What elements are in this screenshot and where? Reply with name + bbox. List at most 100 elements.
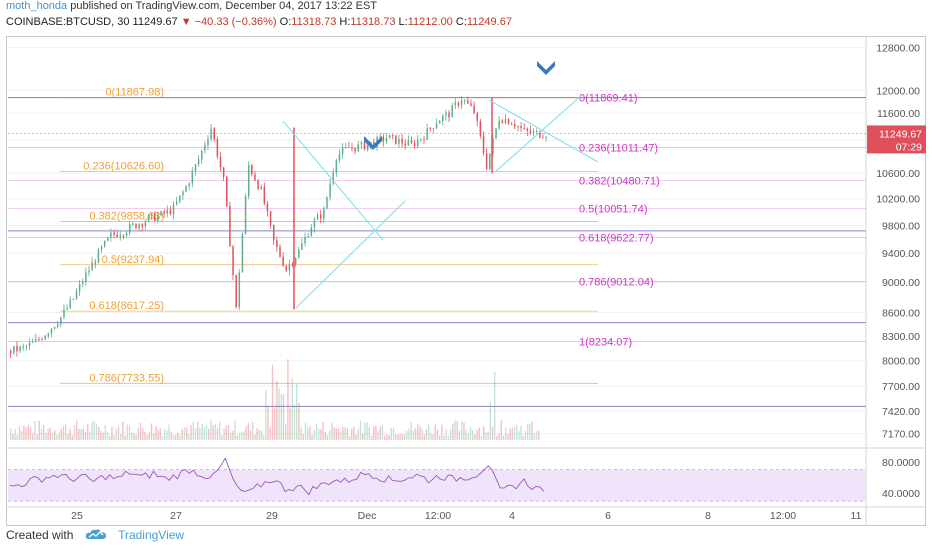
volume-bar <box>201 423 203 440</box>
time-tick-label: 29 <box>266 510 278 522</box>
volume-bar <box>269 427 271 440</box>
close-value: 11249.67 <box>466 16 512 28</box>
volume-bar <box>40 429 43 440</box>
volume-bar <box>153 433 155 440</box>
price-tick-label: 7170.00 <box>882 429 920 441</box>
volume-bar <box>344 426 346 440</box>
candle-body <box>319 214 322 219</box>
candle-body <box>489 153 491 170</box>
volume-bar <box>467 433 469 440</box>
ohlc-legend: COINBASE:BTCUSD, 30 11249.67 ▼ −40.33 (−… <box>6 16 512 32</box>
volume-bar <box>144 431 146 440</box>
candle-body <box>413 143 416 147</box>
volume-bar <box>280 394 282 440</box>
fib-right-label: 0.236(11011.47) <box>579 143 658 155</box>
volume-bar <box>238 433 241 440</box>
price-change: ▼ −40.33 (−0.36%) <box>180 16 277 28</box>
publish-info: published on TradingView.com, December 0… <box>70 0 377 12</box>
volume-bar <box>170 431 172 440</box>
volume-bars <box>10 359 540 440</box>
volume-bar <box>254 434 256 440</box>
volume-bar <box>260 430 263 440</box>
candle-body <box>135 223 137 229</box>
fib-left-label: 0.5(9237.94) <box>102 254 164 266</box>
candle-body <box>103 240 106 247</box>
candle-body <box>238 272 241 308</box>
candles <box>10 95 547 359</box>
candle-body <box>310 227 313 237</box>
volume-bar <box>183 427 186 440</box>
candle-body <box>182 191 184 196</box>
volume-bar <box>513 426 516 440</box>
candle-body <box>301 243 303 250</box>
tradingview-brand[interactable]: TradingView <box>118 528 185 542</box>
volume-bar <box>465 429 467 440</box>
last-price: 11249.67 <box>132 16 178 28</box>
volume-bar <box>175 434 177 440</box>
candle-body <box>473 105 475 113</box>
candle-body <box>379 136 381 138</box>
current-price-tag <box>867 125 926 154</box>
volume-bar <box>496 435 498 440</box>
candle-body <box>122 235 125 237</box>
volume-bar <box>71 435 73 440</box>
candle-body <box>335 160 338 173</box>
volume-bar <box>353 426 355 440</box>
price-tick-label: 8600.00 <box>882 307 920 319</box>
fib-left-label: 0.236(10626.60) <box>83 160 164 172</box>
volume-bar <box>14 428 16 440</box>
candle-body <box>426 127 428 140</box>
volume-bar <box>100 430 102 440</box>
volume-bar <box>274 407 276 440</box>
volume-bar <box>395 434 397 440</box>
volume-bar <box>388 435 390 440</box>
volume-bar <box>516 424 518 440</box>
author-link[interactable]: moth_honda <box>6 0 68 12</box>
candle-body <box>35 339 37 342</box>
candle-body <box>492 138 494 154</box>
volume-bar <box>230 432 232 440</box>
candle-body <box>169 209 172 215</box>
volume-bar <box>219 421 221 440</box>
volume-bar <box>232 430 234 440</box>
candle-body <box>385 138 388 142</box>
volume-bar <box>58 432 60 440</box>
volume-bar <box>474 434 476 440</box>
volume-bar <box>441 424 443 440</box>
candle-body <box>476 112 479 122</box>
close-label: C: <box>455 16 467 28</box>
candle-body <box>88 270 90 273</box>
candle-body <box>417 139 419 147</box>
volume-bar <box>285 423 287 440</box>
volume-bar <box>527 423 529 440</box>
volume-bar <box>469 426 472 440</box>
price-tick-label: 7420.00 <box>882 406 920 418</box>
candle-body <box>213 128 216 140</box>
volume-bar <box>194 428 197 440</box>
candle-body <box>332 172 334 184</box>
fib-right-label: 0.382(10480.71) <box>579 176 660 188</box>
candle-body <box>542 137 544 139</box>
volume-bar <box>524 430 527 440</box>
candle-body <box>529 130 532 133</box>
volume-bar <box>146 434 148 440</box>
candle-body <box>147 215 150 222</box>
volume-bar <box>227 425 230 440</box>
volume-bar <box>106 431 109 440</box>
price-tick-label: 9000.00 <box>882 277 920 289</box>
low-label: L: <box>398 16 408 28</box>
volume-bar <box>366 422 368 440</box>
candle-body <box>222 167 225 177</box>
volume-bar <box>289 407 291 440</box>
candle-body <box>313 219 316 228</box>
volume-bar <box>478 427 480 440</box>
volume-bar <box>291 377 293 440</box>
volume-bar <box>113 434 115 440</box>
candle-body <box>85 272 87 283</box>
candle-body <box>100 246 103 250</box>
candle-body <box>166 209 169 214</box>
volume-bar <box>117 426 120 440</box>
volume-bar <box>29 427 32 440</box>
volume-bar <box>518 431 520 440</box>
